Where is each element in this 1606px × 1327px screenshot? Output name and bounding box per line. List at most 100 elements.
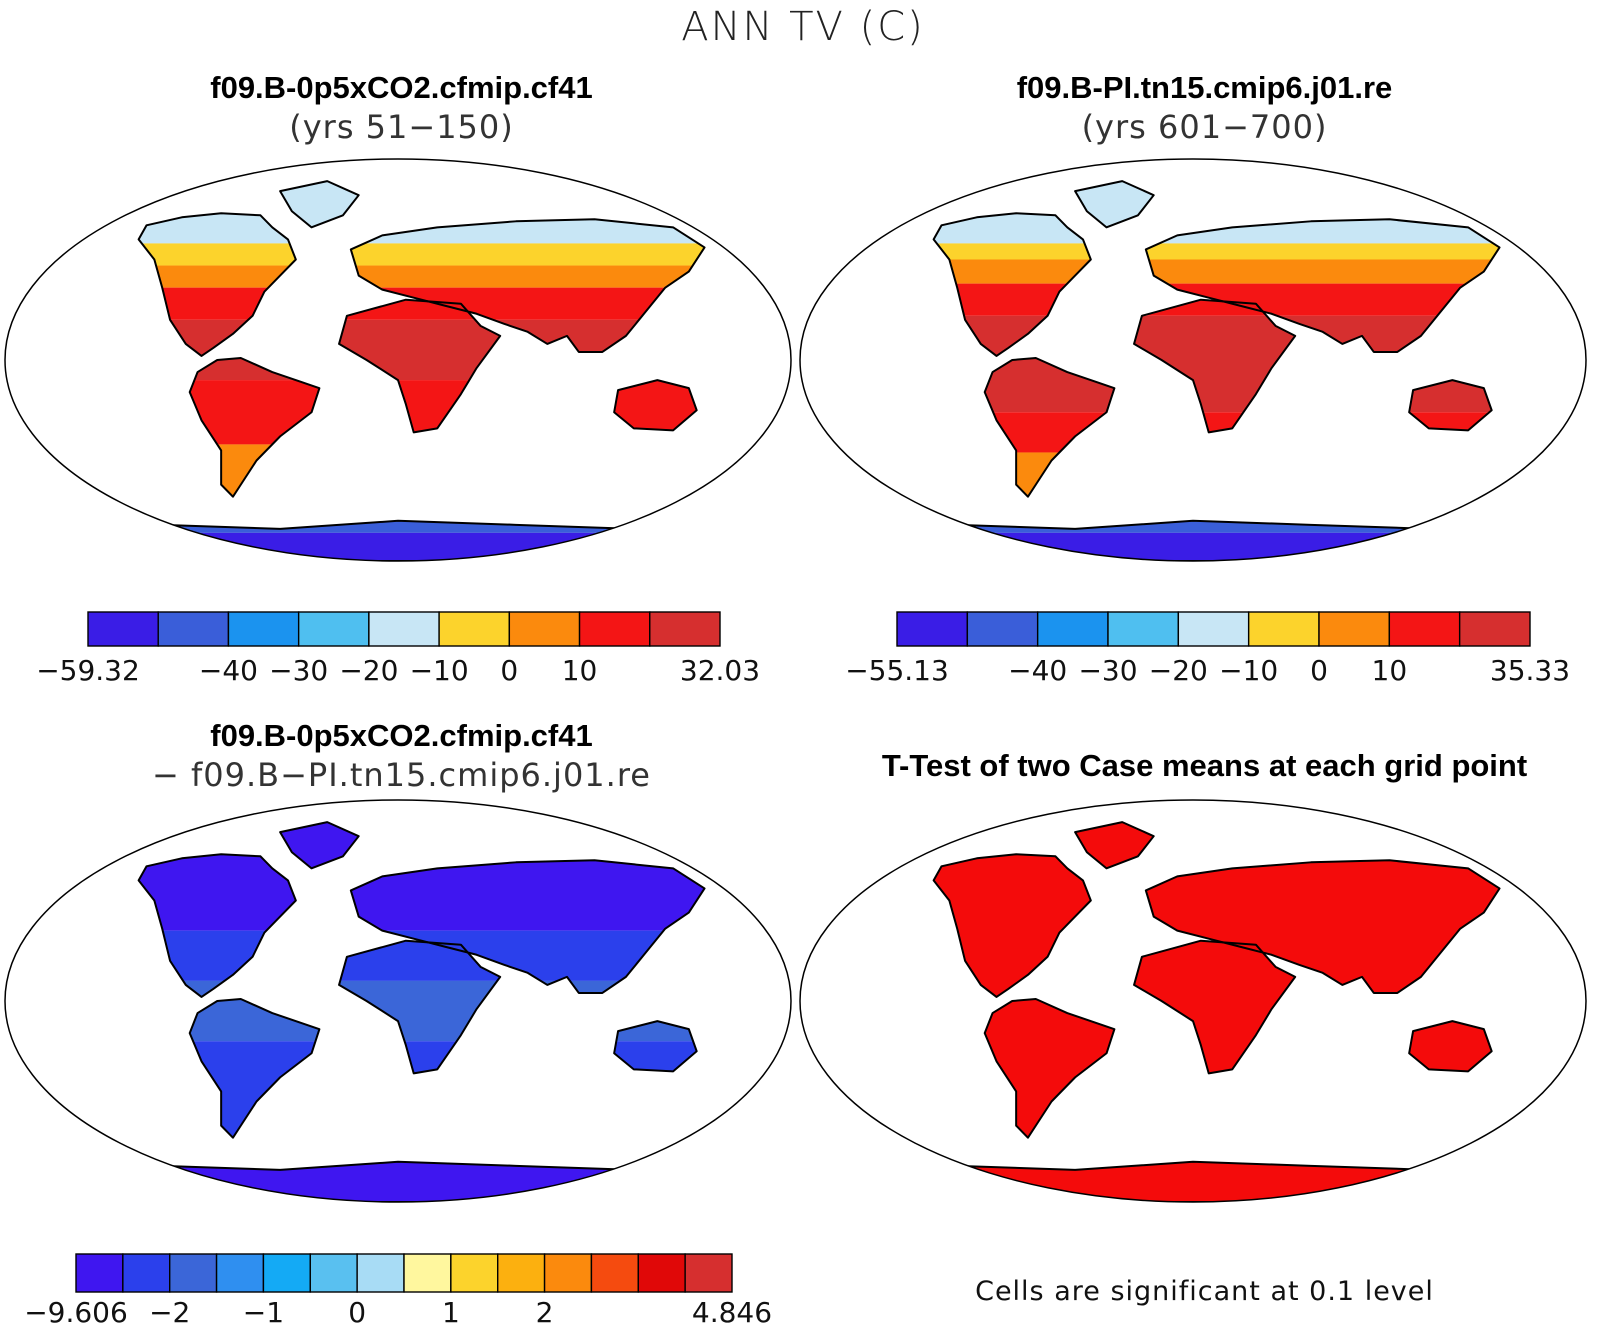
coastlines bbox=[854, 821, 1532, 1202]
temperature-band bbox=[60, 822, 736, 931]
colorbar-swatch bbox=[1177, 611, 1250, 647]
colorbar-tick-label: 0 bbox=[348, 1296, 366, 1327]
colorbar-swatch bbox=[368, 611, 440, 647]
colorbar-tick-label: −20 bbox=[1149, 654, 1208, 687]
temperature-band bbox=[60, 181, 736, 244]
colorbar-swatch bbox=[215, 1253, 265, 1293]
temperature-band bbox=[855, 532, 1531, 561]
temperature-band bbox=[60, 1161, 736, 1202]
coastline-southAmerica bbox=[983, 356, 1116, 498]
panel4-title-block: T-Test of two Case means at each grid po… bbox=[803, 748, 1606, 784]
colorbar-tick-label: 0 bbox=[500, 654, 518, 687]
temperature-band bbox=[60, 287, 736, 320]
temperature-band bbox=[60, 532, 736, 561]
coastline-greenland bbox=[1074, 180, 1155, 229]
temperature-band bbox=[60, 444, 736, 505]
coastline-southAmerica bbox=[188, 997, 321, 1139]
map-panel-1 bbox=[4, 158, 792, 562]
map-panel-3 bbox=[4, 799, 792, 1203]
panel1-title: f09.B-0p5xCO2.cfmip.cf41 bbox=[210, 70, 593, 105]
colorbar-swatch bbox=[1036, 611, 1109, 647]
temperature-band bbox=[60, 980, 736, 1042]
colorbar-tick-label: −20 bbox=[339, 654, 398, 687]
colorbar-swatch bbox=[543, 1253, 593, 1293]
temperature-band bbox=[855, 243, 1531, 260]
coastline-northAmerica bbox=[932, 212, 1092, 357]
colorbar-swatch bbox=[122, 1253, 171, 1293]
colorbar-tick-label: −2 bbox=[149, 1296, 190, 1327]
colorbar-swatch bbox=[497, 1253, 546, 1293]
colorbar-tick-label: −1 bbox=[243, 1296, 284, 1327]
colorbar-swatch bbox=[578, 611, 651, 647]
colorbar-tick-label: −40 bbox=[199, 654, 258, 687]
panel2-subtitle: (yrs 601−700) bbox=[1081, 108, 1328, 146]
colorbar-tick-label: −40 bbox=[1008, 654, 1067, 687]
colorbar-tick-label: 35.33 bbox=[1490, 654, 1570, 687]
temperature-band bbox=[60, 380, 736, 445]
colorbar-tick-label: −10 bbox=[1219, 654, 1278, 687]
temperature-band bbox=[855, 259, 1531, 284]
coastlines bbox=[59, 821, 737, 1202]
panel2-title: f09.B-PI.tn15.cmip6.j01.re bbox=[1016, 70, 1393, 105]
panel2-title-block: f09.B-PI.tn15.cmip6.j01.re (yrs 601−700) bbox=[803, 70, 1606, 148]
coastline-greenland bbox=[279, 821, 360, 870]
colorbar-swatch bbox=[1107, 611, 1180, 647]
temperature-band bbox=[855, 412, 1531, 453]
temperature-band bbox=[60, 265, 736, 288]
coastline-africa bbox=[1133, 298, 1297, 434]
colorbar-tick-label: −59.32 bbox=[36, 654, 140, 687]
colorbar-swatch bbox=[1388, 611, 1461, 647]
temperature-band bbox=[855, 452, 1531, 505]
significance-footnote: Cells are significant at 0.1 level bbox=[975, 1276, 1434, 1307]
colorbar-swatch bbox=[169, 1253, 218, 1293]
colorbar-tick-label: −55.13 bbox=[845, 654, 949, 687]
coastline-greenland bbox=[1074, 821, 1155, 870]
colorbar-swatch bbox=[508, 611, 581, 647]
colorbar-swatch bbox=[356, 1253, 405, 1293]
panel1-subtitle: (yrs 51−150) bbox=[289, 108, 514, 146]
coastline-southAmerica bbox=[188, 356, 321, 498]
panel4-title: T-Test of two Case means at each grid po… bbox=[881, 748, 1528, 783]
colorbar-swatch bbox=[297, 611, 370, 647]
colorbar-2: −55.13 −40 −30 −20 −10 0 10 35.33 bbox=[845, 611, 1570, 687]
coastlines bbox=[59, 180, 737, 561]
colorbar-swatch bbox=[637, 1253, 686, 1293]
colorbar-tick-label: −10 bbox=[410, 654, 469, 687]
colorbar-swatch bbox=[309, 1253, 358, 1293]
colorbar-tick-label: 10 bbox=[562, 654, 598, 687]
colorbar-swatch bbox=[896, 611, 969, 647]
temperature-band bbox=[60, 243, 736, 266]
colorbar-tick-label: 1 bbox=[442, 1296, 460, 1327]
temperature-band bbox=[60, 319, 736, 381]
coastline-greenland bbox=[279, 180, 360, 229]
coastline-eurasia bbox=[349, 218, 706, 353]
colorbar-swatch bbox=[87, 611, 159, 647]
colorbar-tick-label: −30 bbox=[1078, 654, 1137, 687]
coastline-antarctica bbox=[854, 519, 1532, 561]
coastline-eurasia bbox=[1144, 218, 1501, 353]
colorbar-tick-label: −30 bbox=[269, 654, 328, 687]
colorbar-tick-label: 32.03 bbox=[680, 654, 760, 687]
colorbar-swatch bbox=[1458, 611, 1531, 647]
coastlines bbox=[854, 180, 1532, 561]
panel3-title-block: f09.B-0p5xCO2.cfmip.cf41 − f09.B−PI.tn15… bbox=[0, 718, 803, 796]
coastline-australia bbox=[613, 1020, 698, 1073]
coastline-southAmerica bbox=[983, 997, 1116, 1139]
colorbar-3: −9.606 −2 −1 0 1 2 4.846 bbox=[24, 1253, 772, 1327]
temperature-band bbox=[855, 181, 1531, 244]
map-ocean bbox=[5, 800, 791, 1202]
coastline-australia bbox=[613, 379, 698, 432]
temperature-band bbox=[60, 504, 736, 533]
map-border bbox=[4, 799, 792, 1203]
panel3-subtitle: − f09.B−PI.tn15.cmip6.j01.re bbox=[152, 756, 651, 794]
colorbar-swatch bbox=[1318, 611, 1391, 647]
colorbar-swatch bbox=[262, 1253, 311, 1293]
coastline-northAmerica bbox=[137, 853, 297, 998]
coastline-africa bbox=[1133, 939, 1297, 1075]
panel3-title: f09.B-0p5xCO2.cfmip.cf41 bbox=[210, 718, 593, 753]
map-border bbox=[4, 158, 792, 562]
land-fill bbox=[60, 822, 736, 1202]
colorbar-swatch bbox=[966, 611, 1039, 647]
coastline-northAmerica bbox=[137, 212, 297, 357]
